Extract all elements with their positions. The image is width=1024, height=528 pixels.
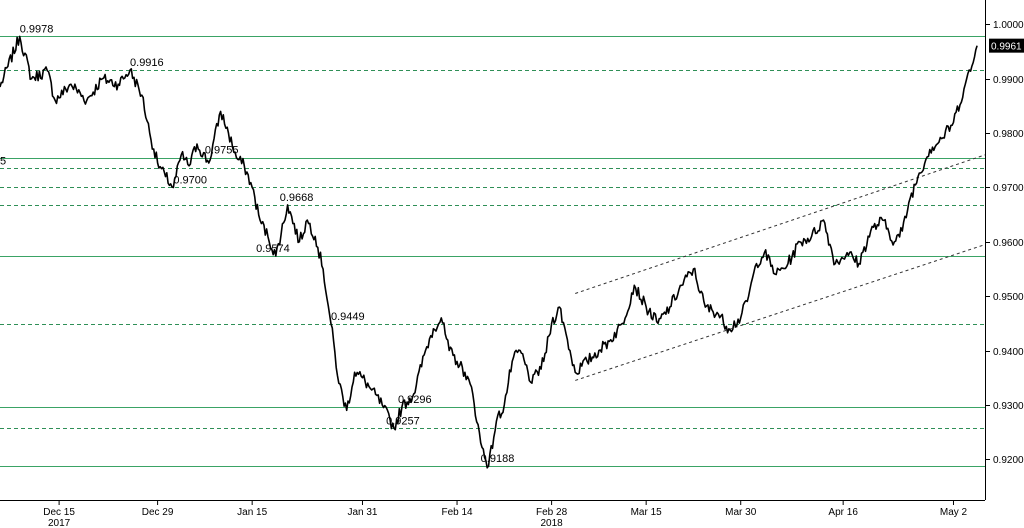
level-label: 0.9188 <box>481 453 515 465</box>
y-tick-label: 0.9700 <box>993 183 1024 194</box>
y-tick-label: 0.9300 <box>993 401 1024 412</box>
level-label: 0.9296 <box>398 394 432 406</box>
x-tick-label: May 2 <box>940 507 968 518</box>
level-label: 0.9978 <box>20 23 54 35</box>
y-axis: 0.9200 0.9300 0.9400 0.9500 0.9600 0.9700 0.98… <box>985 0 1024 500</box>
y-tick-label: 0.9400 <box>993 347 1024 358</box>
y-tick-label: 0.9800 <box>993 129 1024 140</box>
level-label: 0.9700 <box>173 175 207 187</box>
level-annotations: 0.9978 0.9916 0.9755 0.9700 0.9668 0.9574 0.94… <box>0 23 514 464</box>
level-label: 5 <box>0 155 6 167</box>
price-series <box>0 35 978 469</box>
support-resistance-levels <box>0 36 985 467</box>
x-tick-label: Dec 29 <box>142 507 174 518</box>
y-tick-label: 0.9500 <box>993 292 1024 303</box>
x-tick-label: Dec 15 <box>43 507 75 518</box>
last-value-box <box>989 38 1024 53</box>
level-label: 0.9449 <box>331 311 365 323</box>
y-tick-label: 1.0000 <box>993 20 1024 31</box>
x-tick-label: Mar 15 <box>631 507 663 518</box>
x-year-label: 2018 <box>540 518 563 528</box>
x-tick-label: Feb 28 <box>536 507 568 518</box>
x-year-label: 2017 <box>48 518 71 528</box>
level-label: 0.9668 <box>280 192 314 204</box>
channel-line-upper <box>575 154 986 294</box>
price-line <box>0 35 978 469</box>
y-tick-label: 0.9600 <box>993 238 1024 249</box>
x-tick-label: Jan 31 <box>347 507 377 518</box>
x-tick-label: Mar 30 <box>725 507 757 518</box>
y-tick-label: 0.9900 <box>993 75 1024 86</box>
x-tick-label: Feb 14 <box>441 507 473 518</box>
level-label: 0.9916 <box>130 57 164 69</box>
x-tick-label: Jan 15 <box>237 507 267 518</box>
level-label: 0.9574 <box>256 243 290 255</box>
level-label: 0.9257 <box>386 415 420 427</box>
y-tick-label: 0.9200 <box>993 455 1024 466</box>
last-value-marker: 0.9961 <box>989 38 1024 53</box>
last-value-label: 0.9961 <box>991 42 1022 53</box>
level-label: 0.9755 <box>205 145 239 157</box>
trend-channel <box>575 154 986 381</box>
x-tick-label: Apr 16 <box>828 507 858 518</box>
